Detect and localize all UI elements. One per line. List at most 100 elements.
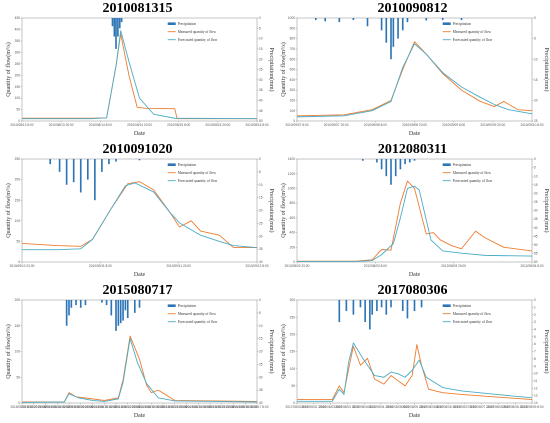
y-tick-label: 150 [15,198,21,202]
y-axis-label: Quantity of flow(m³/s) [280,42,287,96]
x-tick-label: 2015/08/16 8:00 [222,405,245,409]
precipitation-bar [105,300,108,306]
precipitation-bar [79,159,82,193]
x-tick-label: 2015/08/12 20:00 [139,405,164,409]
y-tick-label: 100 [290,367,296,371]
x-tick-label: 2015/08/07 20:00 [21,405,46,409]
y-tick-label: 0 [293,119,295,123]
precipitation-bar [425,18,428,21]
y2-tick-label: 40 [259,401,263,405]
x-tick-label: 2010/08/15 8:00 [167,123,190,127]
forecast-flow-line [297,342,533,402]
y2-tick-label: 40 [259,99,263,103]
precipitation-bar [390,18,392,60]
y-tick-label: 300 [290,88,296,92]
precipitation-bar [397,18,399,39]
precipitation-bar [420,300,423,308]
y2-tick-label: 30 [259,375,263,379]
y2-tick-label: 50 [534,243,538,247]
precipitation-bar [72,159,75,183]
forecast-flow-line [21,338,258,403]
precipitation-bar [101,159,103,172]
y2-tick-label: 40 [259,260,263,264]
legend-swatch [442,22,451,25]
y-tick-label: 1000 [288,187,295,191]
legend-forecast: Forecasted quantity of flow [167,38,218,42]
y-tick-label: 200 [15,298,21,302]
y2-tick-label: 0 [259,298,261,302]
legend-precipitation: Precipitation [167,22,196,26]
chart-panel-2015080717: 2015080717 200 150 100 50 0 0 5 10 15 20 25 30 35 40 20… [0,282,275,423]
precipitation-bar [79,300,82,308]
precipitation-bar [133,300,136,313]
x-tick-label: 2017/08/07 20:00 [469,405,494,409]
precipitation-bar [115,159,117,162]
x-tick-label: 2015/08/14 8:00 [175,405,198,409]
y-tick-label: 200 [290,332,296,336]
y-tick-label: 200 [15,178,21,182]
precipitation-bar [58,159,61,172]
y2-tick-label: 50 [259,119,263,123]
forecast-flow-line [22,182,258,251]
precipitation-bar [324,18,327,22]
y-axis-label: Quantity of flow(m³/s) [280,324,287,378]
legend-precipitation: Precipitation [442,22,471,26]
legend-swatch [167,163,176,166]
x-axis-label: Date [134,272,146,278]
plot-frame [21,17,258,122]
y2-tick-label: 3 [534,320,536,324]
y-tick-label: 300 [15,50,21,54]
legend-label: Measured quantity of flow [453,171,492,175]
x-tick-label: 2015/08/10 20:00 [92,405,117,409]
y2-tick-label: 60 [534,260,538,264]
x-tick-label: 2010/09/11 8:00 [89,264,112,268]
precipitation-bar [101,300,103,303]
y2-axis-label: Precipitation(mm) [268,48,275,92]
y-axis-label: Quantity of flow(m³/s) [280,183,287,237]
y-tick-label: 200 [290,99,296,103]
precipitation-bar [385,300,388,315]
precipitation-bar [369,300,371,330]
y2-tick-label: 15 [259,196,263,200]
legend-measured: Measured quantity of flow [167,171,216,175]
precipitation-bar [115,300,117,331]
x-tick-label: 2010/08/13 20:00 [49,123,74,127]
y2-tick-label: 20 [534,191,538,195]
legend-forecast: Forecasted quantity of flow [442,320,493,324]
chart-svg: 2010090812100090080070060050040030020010… [280,1,550,137]
precipitation-bar [385,18,388,43]
x-tick-label: 2010/09/10 20:00 [10,264,35,268]
precipitation-bar [119,300,122,324]
x-tick-label: 2015/08/10 8:00 [81,405,104,409]
y-tick-label: 600 [290,216,296,220]
legend-label: Precipitation [178,304,197,308]
x-tick-label: 2012/08/03 8:00 [364,264,387,268]
chart-title: 2015080717 [103,283,173,298]
precipitation-bar [117,300,120,326]
legend-label: Measured quantity of flow [453,30,492,34]
measured-flow-line [22,335,258,403]
precipitation-bar [408,159,411,163]
y2-tick-label: 15 [534,78,538,82]
y2-axis-label: Precipitation(mm) [268,330,275,374]
legend-measured: Measured quantity of flow [167,312,217,316]
x-tick-label: 2017/08/07 8:00 [453,405,476,409]
precipitation-bar [376,159,378,163]
y2-tick-label: 15 [259,337,263,341]
x-tick-label: 2017/08/06 8:00 [420,405,443,409]
x-tick-label: 2010/09/10 8:00 [520,123,543,127]
chart-svg: 2010081315 450 400 350 300 250 200 150 100 50 0 0 5 1… [5,1,275,137]
x-axis-label: Date [134,413,146,419]
y2-tick-label: 20 [259,57,263,61]
legend-precipitation: Precipitation [442,163,471,167]
precipitation-bar [406,300,409,319]
chart-svg: 2010091020 250 200 150 100 50 0 0 5 10 15 20 25 30 35 4… [5,142,275,278]
x-tick-label: 2015/08/08 8:00 [34,405,57,409]
legend-label: Forecasted quantity of flow [178,179,218,183]
precipitation-bar [314,18,317,21]
y2-tick-label: 4 [534,328,536,332]
x-tick-label: 2017/08/08 20:00 [503,405,528,409]
y2-tick-label: 5 [534,37,536,41]
y-tick-label: 800 [290,201,296,205]
legend-label: Measured quantity of flow [178,312,217,316]
